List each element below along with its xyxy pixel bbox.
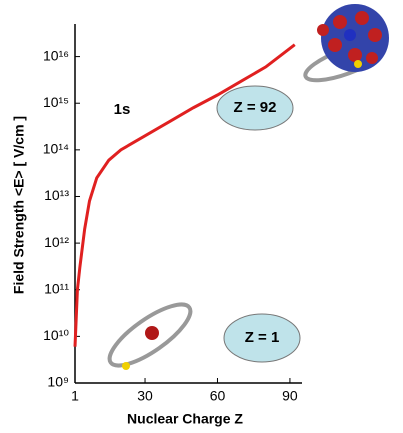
nucleus-illustration <box>303 4 389 83</box>
annotation-bubble <box>223 313 301 363</box>
y-tick-label: 10¹⁰ <box>43 327 69 343</box>
x-axis-label: Nuclear Charge Z <box>127 411 243 427</box>
series-label: 1s <box>114 101 131 118</box>
y-tick-label: 10¹⁶ <box>43 47 69 63</box>
line-series <box>73 43 296 347</box>
x-tick-label: 30 <box>137 388 153 404</box>
y-tick-label: 10¹⁴ <box>43 141 69 157</box>
y-tick-label: 10¹⁵ <box>43 94 69 110</box>
x-tick-label: 90 <box>282 388 298 404</box>
x-tick-label: 60 <box>210 388 226 404</box>
y-axis-label: Field Strength <E> [ V/cm ] <box>11 116 27 294</box>
annotation-bubble <box>216 85 294 131</box>
y-tick-label: 10¹² <box>44 234 69 250</box>
y-tick-label: 10⁹ <box>47 374 69 390</box>
x-tick-label: 1 <box>71 388 79 404</box>
y-tick-label: 10¹³ <box>44 187 69 203</box>
annotation: Z = 1 <box>245 329 280 346</box>
atom-illustration <box>107 302 193 370</box>
annotation: Z = 92 <box>234 99 277 116</box>
y-tick-label: 10¹¹ <box>44 280 69 296</box>
